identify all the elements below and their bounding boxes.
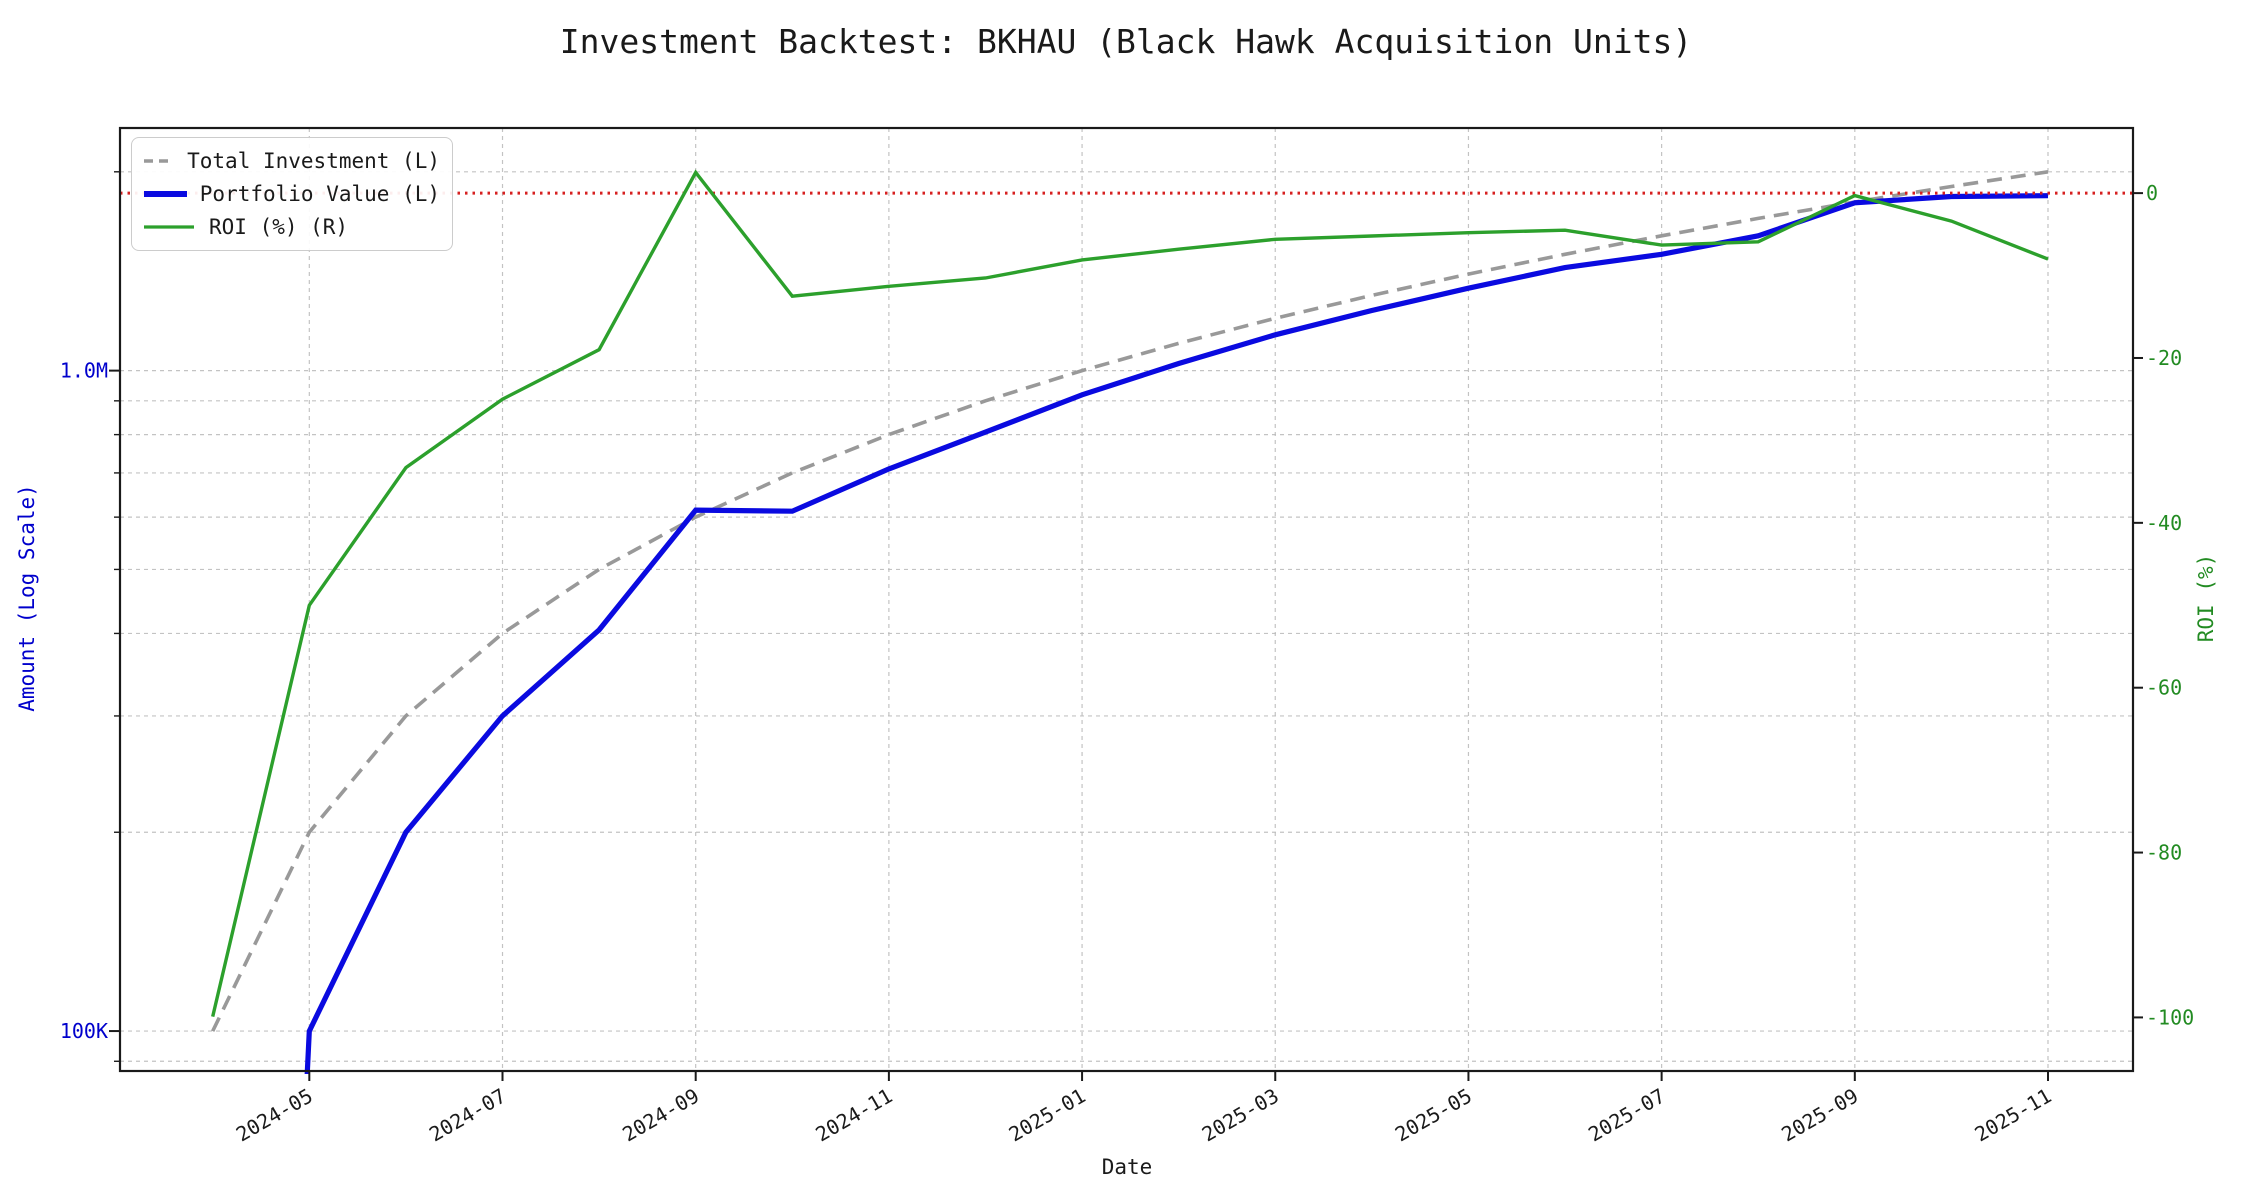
series-portfolio-value-line (304, 193, 2049, 1074)
x-tick-label: 2025-07 (1584, 1084, 1669, 1147)
right-tick-label: -100 (2146, 1005, 2194, 1029)
axis-tick-marks (109, 171, 2143, 1081)
legend-item-total-investment: Total Investment (L) (142, 147, 440, 175)
x-tick-label: 2025-05 (1391, 1084, 1476, 1147)
series-total-investment-line (211, 170, 2049, 1032)
plot-border (118, 126, 2135, 1073)
gridlines (120, 128, 2133, 1071)
x-tick-label: 2025-09 (1777, 1084, 1862, 1147)
right-tick-label: -80 (2146, 841, 2182, 865)
legend-swatch-solid-line (144, 225, 194, 229)
right-axis-tick-labels: 0 -20 -40 -60 -80 -100 (2146, 181, 2194, 1029)
x-tick-label: 2024-05 (232, 1084, 317, 1147)
legend-label: Total Investment (L) (187, 149, 440, 173)
x-tick-label: 2024-07 (425, 1084, 510, 1147)
right-tick-label: -20 (2146, 346, 2182, 370)
x-tick-label: 2025-11 (1970, 1084, 2055, 1147)
legend-swatch-dashed-line (144, 159, 175, 163)
legend-label: Portfolio Value (L) (199, 182, 440, 206)
legend-swatch-solid-line (144, 191, 187, 197)
x-axis-label: Date (1102, 1155, 1153, 1179)
right-tick-label: -60 (2146, 676, 2182, 700)
left-axis-tick-labels: 1.0M 100K (60, 359, 108, 1043)
x-tick-label: 2024-11 (811, 1084, 896, 1147)
legend-item-roi: ROI (%) (R) (142, 213, 440, 241)
x-tick-label: 2025-01 (1005, 1084, 1090, 1147)
legend-label: ROI (%) (R) (209, 215, 349, 239)
right-axis-label: ROI (%) (2194, 554, 2218, 643)
x-tick-labels: 2024-05 2024-07 2024-09 2024-11 2025-01 2025-… (232, 1084, 2056, 1147)
x-tick-label: 2024-09 (618, 1084, 703, 1147)
right-tick-label: -40 (2146, 511, 2182, 535)
series-layer (120, 169, 2133, 1074)
x-tick-label: 2025-03 (1198, 1084, 1283, 1147)
legend-item-portfolio-value: Portfolio Value (L) (142, 180, 440, 208)
legend: Total Investment (L) Portfolio Value (L)… (131, 137, 453, 251)
chart-title: Investment Backtest: BKHAU (Black Hawk A… (560, 22, 1692, 61)
left-axis-label: Amount (Log Scale) (15, 484, 39, 712)
left-tick-label: 1.0M (60, 359, 108, 383)
left-tick-label: 100K (60, 1019, 108, 1043)
right-tick-label: 0 (2146, 181, 2158, 205)
series-roi-line (211, 169, 2049, 1017)
